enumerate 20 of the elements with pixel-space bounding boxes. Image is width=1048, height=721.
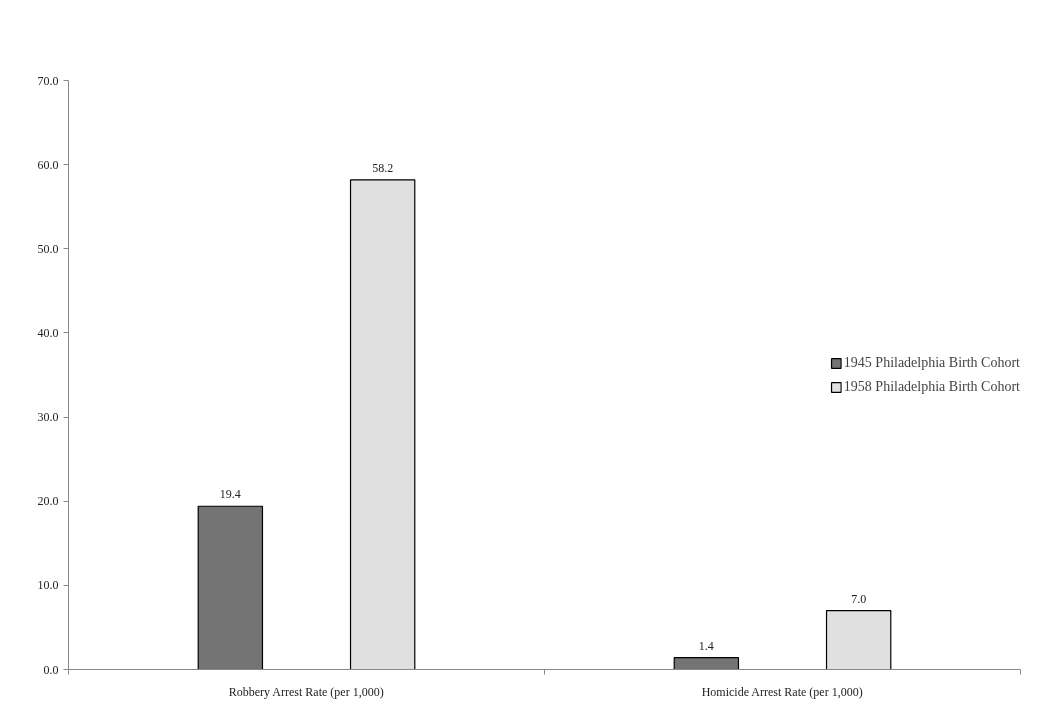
y-tick-label: 60.0 [37, 157, 59, 172]
data-label: 58.2 [372, 160, 394, 175]
legend-label: 1945 Philadelphia Birth Cohort [843, 354, 1020, 371]
y-tick-label: 70.0 [37, 73, 59, 88]
bar [825, 610, 892, 670]
data-label: 1.4 [698, 638, 714, 653]
y-tick-label: 10.0 [37, 578, 59, 593]
legend-label: 1958 Philadelphia Birth Cohort [843, 378, 1020, 395]
bar [673, 657, 740, 670]
bar [197, 505, 264, 670]
bar [349, 179, 416, 670]
y-tick-label: 50.0 [37, 241, 59, 256]
x-tick-label: Robbery Arrest Rate (per 1,000) [228, 684, 384, 699]
y-tick-label: 0.0 [43, 662, 59, 677]
y-tick-label: 40.0 [37, 325, 59, 340]
x-tick-label: Homicide Arrest Rate (per 1,000) [701, 684, 863, 699]
y-tick-label: 20.0 [37, 494, 59, 509]
data-label: 19.4 [219, 487, 241, 502]
y-tick-label: 30.0 [37, 410, 59, 425]
data-label: 7.0 [851, 591, 867, 606]
